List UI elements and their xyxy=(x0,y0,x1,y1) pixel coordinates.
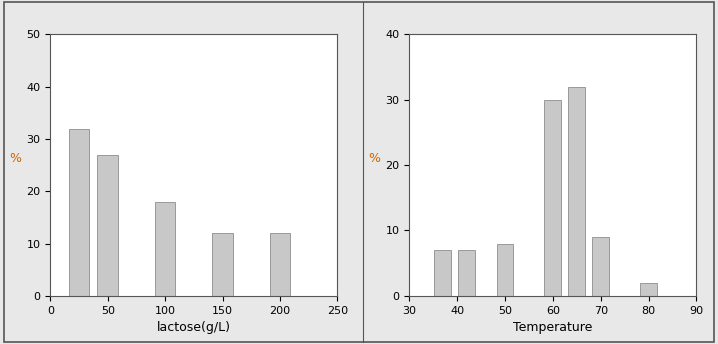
Bar xyxy=(458,250,475,296)
Bar xyxy=(98,155,118,296)
Y-axis label: %: % xyxy=(368,152,381,165)
Bar xyxy=(270,233,290,296)
Bar xyxy=(592,237,609,296)
Bar xyxy=(213,233,233,296)
Bar xyxy=(497,244,513,296)
Bar xyxy=(569,87,585,296)
X-axis label: Temperature: Temperature xyxy=(513,321,592,334)
Bar xyxy=(434,250,451,296)
Bar xyxy=(544,100,561,296)
Bar xyxy=(69,129,89,296)
Bar xyxy=(155,202,175,296)
X-axis label: lactose(g/L): lactose(g/L) xyxy=(157,321,231,334)
Bar xyxy=(640,283,657,296)
Y-axis label: %: % xyxy=(9,152,22,165)
